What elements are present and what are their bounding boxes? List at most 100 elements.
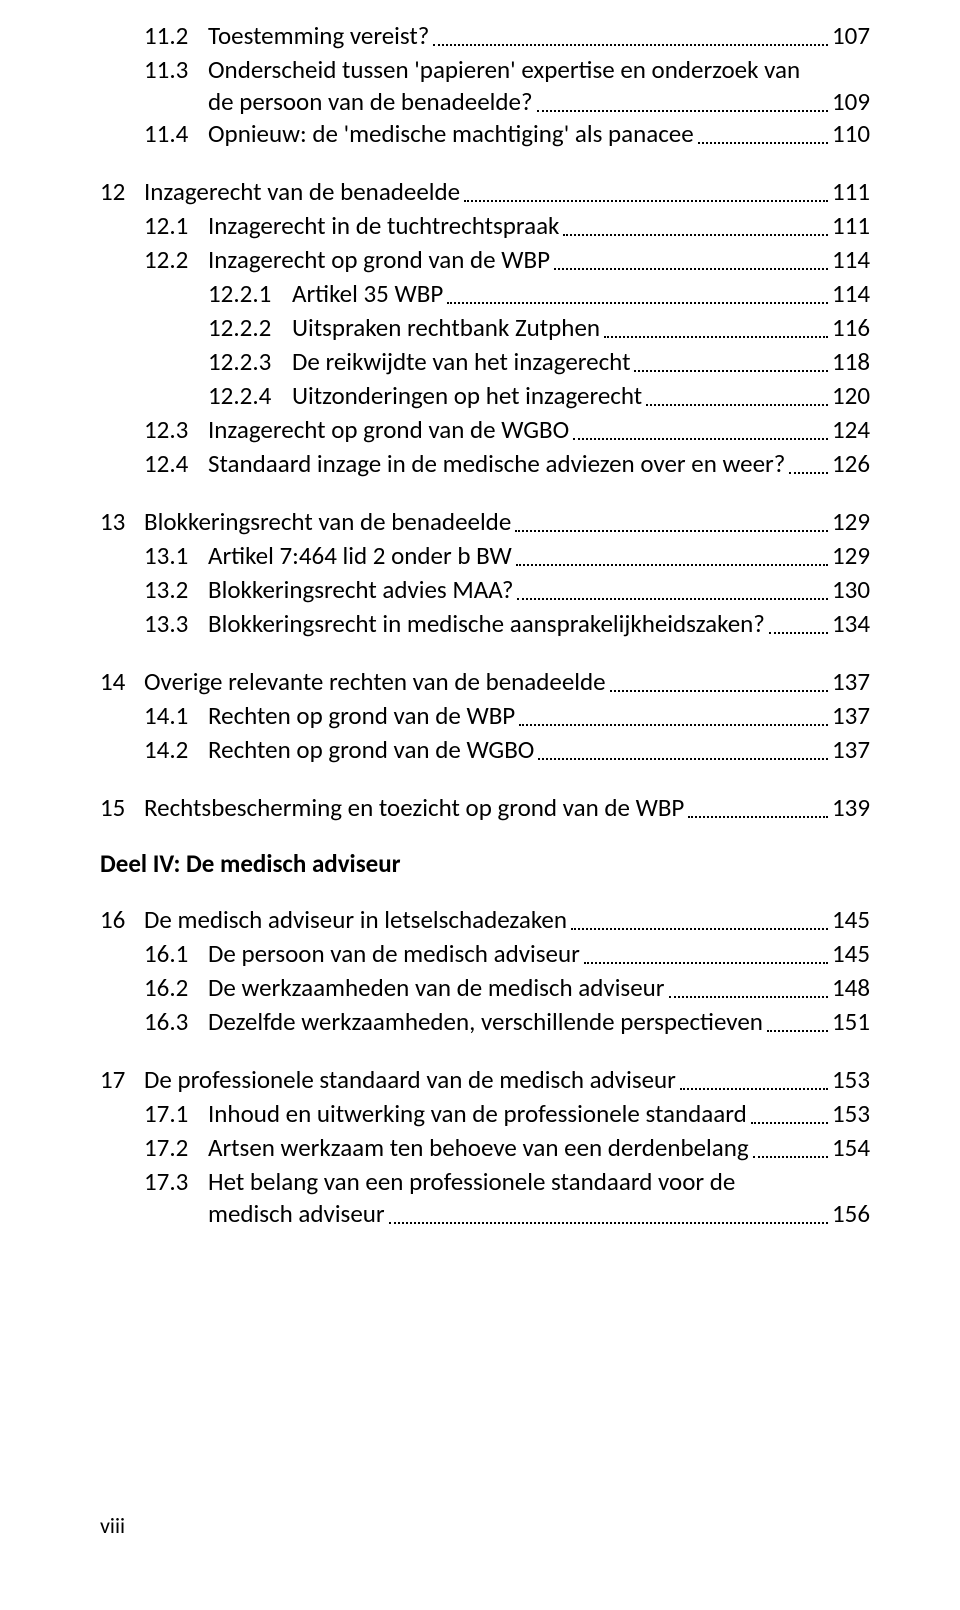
toc-leader (538, 758, 828, 760)
toc-number: 16.2 (144, 972, 208, 1004)
toc-leader (447, 302, 828, 304)
toc-page: 145 (832, 904, 870, 936)
toc-leader (751, 1122, 828, 1124)
toc-page: 137 (832, 700, 870, 732)
toc-entry: 13.3Blokkeringsrecht in medische aanspra… (100, 608, 870, 640)
toc-number: 11.3 (144, 54, 208, 86)
toc-label: Inzagerecht in de tuchtrechtspraak (208, 210, 559, 242)
toc-entry: 12Inzagerecht van de benadeelde111 (100, 176, 870, 208)
toc-leader (610, 690, 828, 692)
toc-page: 109 (832, 86, 870, 118)
toc-number: 13 (100, 506, 144, 538)
toc-entry: 12.2.1Artikel 35 WBP114 (100, 278, 870, 310)
toc-page: 120 (832, 380, 870, 412)
toc-number: 13.1 (144, 540, 208, 572)
toc-page: 118 (832, 346, 870, 378)
toc-page: 110 (832, 118, 870, 150)
toc-label: Artikel 7:464 lid 2 onder b BW (208, 540, 512, 572)
toc-label: Artikel 35 WBP (292, 278, 443, 310)
toc-leader (515, 530, 828, 532)
toc-number: 12.2.3 (208, 346, 292, 378)
toc-label: Opnieuw: de 'medische machtiging' als pa… (208, 118, 694, 150)
toc-page: 137 (832, 666, 870, 698)
toc-entry: 12.2.4Uitzonderingen op het inzagerecht 1… (100, 380, 870, 412)
toc-page: 156 (832, 1198, 870, 1230)
toc-page: 137 (832, 734, 870, 766)
toc-spacer (100, 152, 870, 176)
toc-entry: 16.2De werkzaamheden van de medisch advi… (100, 972, 870, 1004)
toc-label: Inzagerecht op grond van de WBP (208, 244, 550, 276)
page-number: viii (100, 1512, 125, 1540)
toc-spacer (100, 768, 870, 792)
toc-number: 12.2.4 (208, 380, 292, 412)
toc-page: 107 (832, 20, 870, 52)
toc-label: Toestemming vereist? (208, 20, 429, 52)
toc-leader (464, 200, 828, 202)
toc-entry: 14.2Rechten op grond van de WGBO137 (100, 734, 870, 766)
toc-entry: 16De medisch adviseur in letselschadezak… (100, 904, 870, 936)
toc-leader (517, 598, 828, 600)
toc-spacer (100, 1040, 870, 1064)
toc-entry: 12.2Inzagerecht op grond van de WBP 114 (100, 244, 870, 276)
toc-number: 12.2.2 (208, 312, 292, 344)
toc-label: De persoon van de medisch adviseur (208, 938, 580, 970)
toc-entry: 11.2Toestemming vereist? 107 (100, 20, 870, 52)
toc-leader (584, 962, 828, 964)
toc-label: de persoon van de benadeelde? (208, 86, 533, 118)
toc-leader (789, 472, 828, 474)
toc-number: 12.4 (144, 448, 208, 480)
toc-label: Uitzonderingen op het inzagerecht (292, 380, 642, 412)
toc-entry: 17.1Inhoud en uitwerking van de professi… (100, 1098, 870, 1130)
toc-page: 154 (832, 1132, 870, 1164)
toc-number: 11.2 (144, 20, 208, 52)
toc-entry: 13.1Artikel 7:464 lid 2 onder b BW 129 (100, 540, 870, 572)
toc-label: De professionele standaard van de medisc… (144, 1064, 676, 1096)
toc-page: 153 (832, 1064, 870, 1096)
toc-entry: 13.2Blokkeringsrecht advies MAA?130 (100, 574, 870, 606)
toc-label: Inhoud en uitwerking van de professionel… (208, 1098, 747, 1130)
toc-leader (698, 142, 828, 144)
toc-page: 116 (832, 312, 870, 344)
toc-number: 16.1 (144, 938, 208, 970)
toc-label: Blokkeringsrecht van de benadeelde (144, 506, 511, 538)
toc-number: 12.1 (144, 210, 208, 242)
toc-number: 14 (100, 666, 144, 698)
toc-leader (433, 44, 828, 46)
toc-leader (571, 928, 828, 930)
toc-entry: 17.2Artsen werkzaam ten behoeve van een … (100, 1132, 870, 1164)
toc-entry: 17.3Het belang van een professionele sta… (100, 1166, 870, 1230)
toc-leader (389, 1222, 828, 1224)
toc-number: 17.2 (144, 1132, 208, 1164)
toc-page: 151 (832, 1006, 870, 1038)
toc-number: 12 (100, 176, 144, 208)
toc-entry: 11.4Opnieuw: de 'medische machtiging' al… (100, 118, 870, 150)
toc-label: Rechtsbescherming en toezicht op grond v… (144, 792, 684, 824)
toc-number: 12.2.1 (208, 278, 292, 310)
toc-label: De medisch adviseur in letselschadezaken (144, 904, 567, 936)
toc-entry: 12.2.2Uitspraken rechtbank Zutphen116 (100, 312, 870, 344)
toc-label: Rechten op grond van de WGBO (208, 734, 534, 766)
toc-leader (646, 404, 828, 406)
toc-page: 134 (832, 608, 870, 640)
toc-page: 124 (832, 414, 870, 446)
toc-entry: 17De professionele standaard van de medi… (100, 1064, 870, 1096)
toc-page: 126 (832, 448, 870, 480)
toc-entry: 16.1De persoon van de medisch adviseur14… (100, 938, 870, 970)
toc-number: 12.2 (144, 244, 208, 276)
toc-number: 17.1 (144, 1098, 208, 1130)
toc-page: 111 (832, 176, 870, 208)
toc-label: Overige relevante rechten van de benadee… (144, 666, 606, 698)
toc-label: Artsen werkzaam ten behoeve van een derd… (208, 1132, 749, 1164)
toc-page: 114 (832, 244, 870, 276)
toc-leader (563, 234, 828, 236)
toc-page: 148 (832, 972, 870, 1004)
toc-number: 17 (100, 1064, 144, 1096)
toc-number: 16 (100, 904, 144, 936)
toc-label: Het belang van een professionele standaa… (208, 1166, 735, 1198)
toc-entry: 13Blokkeringsrecht van de benadeelde129 (100, 506, 870, 538)
toc-page: 129 (832, 540, 870, 572)
toc-leader (516, 564, 828, 566)
toc-label: Blokkeringsrecht advies MAA? (208, 574, 513, 606)
toc-number: 11.4 (144, 118, 208, 150)
toc-number: 13.2 (144, 574, 208, 606)
